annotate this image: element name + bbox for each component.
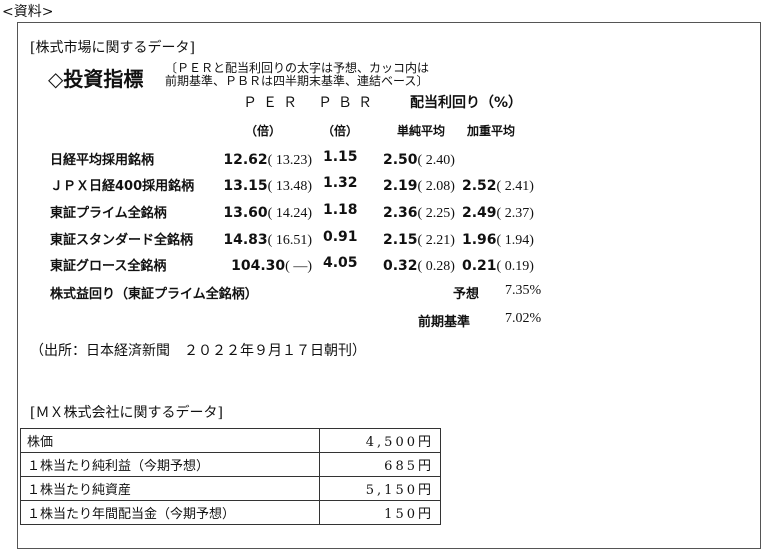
note-line-2: 前期基準、ＰＢＲは四半期末基準、連結ベース〕 [165,74,429,88]
yield-weighted-cell: 0.21( 0.19) [462,255,534,275]
pbr-value: 1.15 [323,149,358,165]
per-cell: 104.30( ―) [231,255,312,275]
section2-title: [ＭＸ株式会社に関するデータ] [30,405,223,421]
yield-simple-forecast: 2.36 [383,205,418,221]
pbr-value: 0.91 [323,229,358,245]
per-previous: ( 16.51) [267,233,312,248]
per-forecast: 13.60 [223,205,268,221]
row-name: 日経平均採用銘柄 [50,153,155,168]
table-row: 株価 4,500円 [20,428,441,453]
per-previous: ( 13.23) [267,153,312,168]
row-name: 東証スタンダード全銘柄 [50,233,194,248]
yield-simple-previous: ( 2.40) [417,153,455,168]
header-weighted: 加重平均 [467,124,516,138]
per-cell: 14.83( 16.51) [223,229,312,249]
value-cell: 4,500円 [319,428,441,453]
per-forecast: 12.62 [223,152,268,168]
yield-weighted-previous: ( 2.41) [496,179,534,194]
forecast-label: 予想 [453,287,480,302]
yield-weighted-previous: ( 0.19) [496,259,534,274]
header-yield: 配当利回り（%） [410,95,523,111]
header-pbr-unit: （倍） [322,124,359,138]
index-title: ◇投資指標 [48,67,144,91]
yield-simple-previous: ( 2.21) [417,233,455,248]
header-pbr: ＰＢＲ [318,95,378,111]
row-name: 東証グロース全銘柄 [50,259,167,274]
yield-simple-cell: 2.19( 2.08) [383,175,455,195]
pbr-value: 1.32 [323,175,358,191]
per-previous: ( ―) [285,259,312,274]
pbr-value: 4.05 [323,255,358,271]
row-name: ＪＰＸ日経400採用銘柄 [50,179,195,194]
yield-simple-cell: 2.36( 2.25) [383,202,455,222]
yield-weighted-previous: ( 2.37) [496,206,534,221]
header-per: ＰＥＲ [243,95,303,111]
table-row: １株当たり純資産 5,150円 [20,476,441,501]
yield-weighted-cell: 2.52( 2.41) [462,175,534,195]
per-previous: ( 13.48) [267,179,312,194]
per-cell: 13.60( 14.24) [223,202,312,222]
per-forecast: 13.15 [223,178,268,194]
yield-simple-forecast: 0.32 [383,258,418,274]
yield-simple-previous: ( 2.08) [417,179,455,194]
yield-weighted-cell: 1.96( 1.94) [462,229,534,249]
yield-simple-cell: 2.15( 2.21) [383,229,455,249]
item-cell: １株当たり年間配当金（今期予想） [20,500,320,525]
note-line-1: 〔ＰＥＲと配当利回りの太字は予想、カッコ内は [165,61,430,75]
value-cell: 685円 [319,452,441,477]
header-per-unit: （倍） [245,124,282,138]
yield-simple-cell: 0.32( 0.28) [383,255,455,275]
yield-weighted-forecast: 1.96 [462,232,497,248]
section1-title: [株式市場に関するデータ] [30,40,195,56]
per-cell: 12.62( 13.23) [223,149,312,169]
yield-simple-forecast: 2.50 [383,152,418,168]
yield-simple-forecast: 2.15 [383,232,418,248]
yield-weighted-forecast: 2.52 [462,178,497,194]
yield-weighted-forecast: 0.21 [462,258,497,274]
value-cell: 5,150円 [319,476,441,501]
prev-label: 前期基準 [418,315,471,330]
item-cell: １株当たり純資産 [20,476,320,501]
mx-data-table: 株価 4,500円 １株当たり純利益（今期予想） 685円 １株当たり純資産 5,150円… [20,428,441,525]
pbr-value: 1.18 [323,202,358,218]
yield-simple-previous: ( 0.28) [417,259,455,274]
earnings-yield-label: 株式益回り（東証プライム全銘柄） [50,287,258,302]
per-forecast: 104.30 [231,258,286,274]
header-simple: 単純平均 [397,124,446,138]
per-cell: 13.15( 13.48) [223,175,312,195]
per-forecast: 14.83 [223,232,268,248]
row-name: 東証プライム全銘柄 [50,206,167,221]
index-note: 〔ＰＥＲと配当利回りの太字は予想、カッコ内は 前期基準、ＰＢＲは四半期末基準、連… [165,62,429,88]
heading: <資料> [2,4,54,20]
yield-weighted-cell: 2.49( 2.37) [462,202,534,222]
yield-weighted-forecast: 2.49 [462,205,497,221]
value-cell: 150円 [319,500,441,525]
item-cell: 株価 [20,428,320,453]
yield-simple-previous: ( 2.25) [417,206,455,221]
prev-value: 7.02% [505,311,542,326]
forecast-value: 7.35% [505,283,542,298]
item-cell: １株当たり純利益（今期予想） [20,452,320,477]
per-previous: ( 14.24) [267,206,312,221]
material-frame [17,22,761,549]
source-note: （出所：日本経済新聞 ２０２２年９月１７日朝刊） [30,343,366,359]
yield-simple-forecast: 2.19 [383,178,418,194]
yield-simple-cell: 2.50( 2.40) [383,149,455,169]
yield-weighted-previous: ( 1.94) [496,233,534,248]
table-row: １株当たり純利益（今期予想） 685円 [20,452,441,477]
table-row: １株当たり年間配当金（今期予想） 150円 [20,500,441,525]
